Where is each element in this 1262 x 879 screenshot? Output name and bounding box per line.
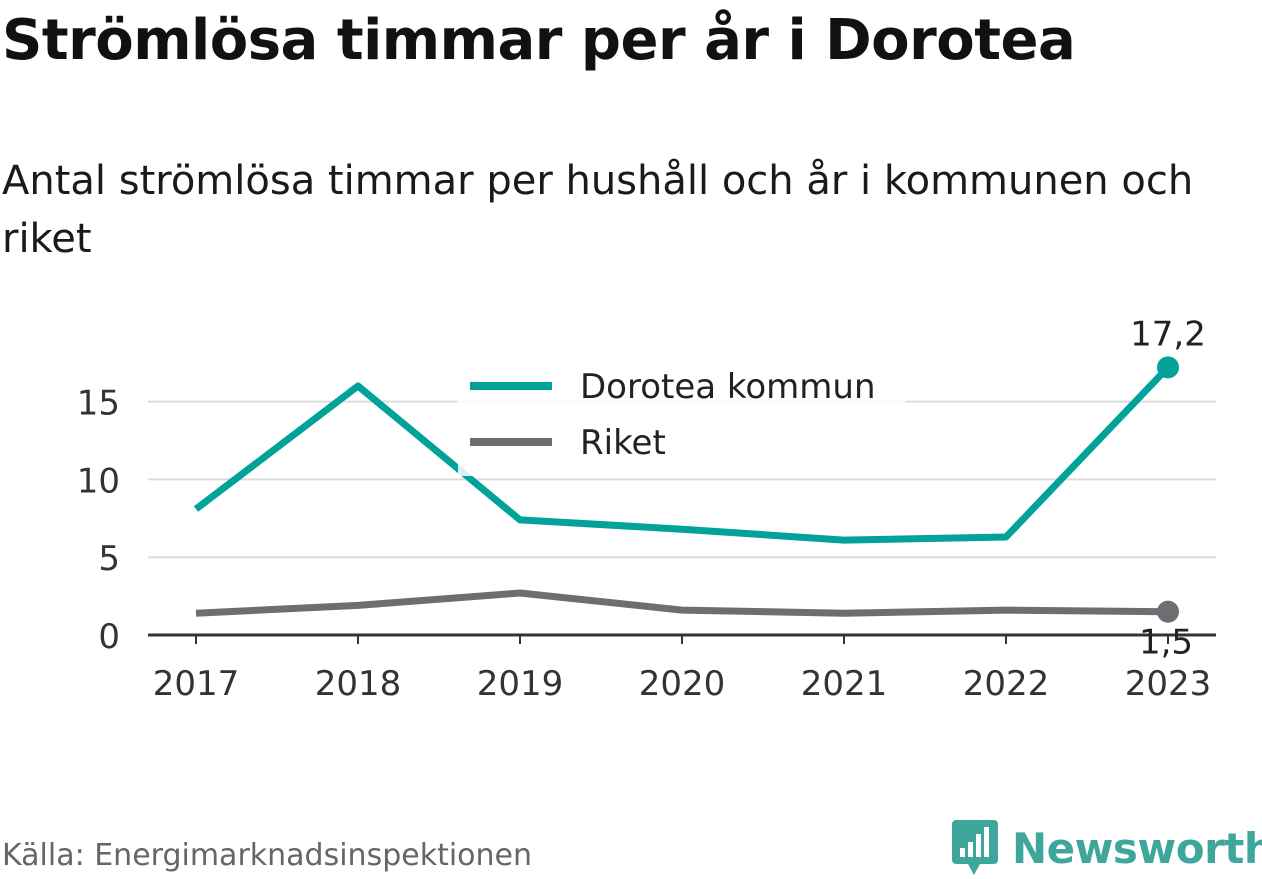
x-tick-label: 2021 [801, 664, 888, 700]
source-note: Källa: Energimarknadsinspektionen [2, 838, 533, 873]
x-tick-label: 2023 [1125, 664, 1212, 700]
series-end-point [1157, 600, 1179, 623]
brand-logo: Newsworthy [950, 818, 1262, 878]
legend-label-dorotea: Dorotea kommun [580, 367, 876, 407]
line-chart: 0 5 10 15 2017 2018 2019 2020 2021 2022 2023 17,2 1,… [77, 314, 1216, 700]
y-tick-label: 5 [98, 539, 120, 579]
end-label-dorotea: 17,2 [1130, 314, 1206, 354]
chart-title: Strömlösa timmar per år i Dorotea [2, 8, 1076, 73]
bar-chart-badge-icon [952, 820, 998, 875]
y-tick-label: 15 [77, 384, 120, 424]
x-tick-label: 2017 [153, 664, 240, 700]
y-tick-label: 0 [98, 617, 120, 657]
end-label-riket: 1,5 [1139, 623, 1193, 663]
brand-name: Newsworthy [1012, 823, 1262, 873]
x-tick-label: 2019 [477, 664, 564, 700]
y-tick-label: 10 [77, 461, 120, 501]
legend-label-riket: Riket [580, 423, 666, 463]
legend-background [458, 358, 906, 476]
series-end-point [1157, 356, 1179, 379]
x-tick-label: 2018 [315, 664, 402, 700]
x-tick-label: 2022 [963, 664, 1050, 700]
chart-subtitle: Antal strömlösa timmar per hushåll och å… [2, 158, 1194, 262]
x-tick-label: 2020 [639, 664, 726, 700]
